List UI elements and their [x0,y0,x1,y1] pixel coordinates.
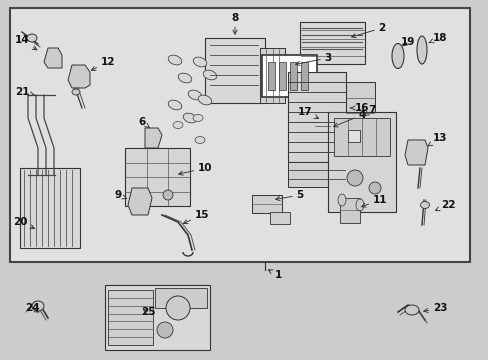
Ellipse shape [203,70,216,80]
Text: 19: 19 [400,37,414,47]
Bar [108,290,153,345]
Ellipse shape [178,73,191,83]
Text: 18: 18 [428,33,447,43]
Text: 8: 8 [231,13,238,34]
Bar [287,162,346,187]
Circle shape [157,322,173,338]
Ellipse shape [32,301,44,311]
Ellipse shape [420,202,428,208]
Ellipse shape [355,199,363,211]
Ellipse shape [173,122,183,129]
Ellipse shape [27,34,37,42]
Text: 7: 7 [364,105,375,116]
Bar [345,82,374,144]
Bar [347,130,359,142]
Bar [260,48,285,103]
Text: 9: 9 [114,190,126,200]
Bar [155,288,206,308]
Circle shape [368,182,380,194]
Bar [105,285,209,350]
Ellipse shape [72,89,80,95]
Text: 11: 11 [361,195,386,207]
Bar [269,212,289,224]
Text: 13: 13 [427,133,447,146]
Bar [301,62,307,90]
Text: 17: 17 [297,107,318,118]
Ellipse shape [183,113,196,123]
Bar [287,72,346,162]
Polygon shape [44,48,62,68]
Ellipse shape [193,57,206,67]
Text: 10: 10 [178,163,212,175]
Text: 16: 16 [350,103,368,113]
Bar [299,22,364,64]
Ellipse shape [391,44,403,68]
Text: 1: 1 [268,270,281,280]
Text: 4: 4 [333,110,365,127]
Text: 23: 23 [423,303,447,313]
Bar [314,100,329,152]
Text: 5: 5 [275,190,303,201]
Text: 20: 20 [13,217,35,229]
Text: 12: 12 [91,57,115,70]
Ellipse shape [337,194,346,206]
Text: 25: 25 [141,307,155,317]
Polygon shape [145,128,162,148]
Bar [327,112,395,212]
Ellipse shape [195,136,204,144]
Ellipse shape [404,305,418,315]
Text: 3: 3 [295,53,331,66]
Ellipse shape [198,95,211,105]
Bar [333,118,389,156]
Ellipse shape [416,36,426,64]
Ellipse shape [188,90,202,100]
Polygon shape [68,65,90,88]
Bar [204,38,264,103]
Text: 15: 15 [183,210,209,224]
Circle shape [346,170,362,186]
Ellipse shape [168,100,182,110]
Bar [279,62,285,90]
Text: 14: 14 [15,35,37,50]
Text: 22: 22 [435,200,454,211]
Circle shape [165,296,190,320]
Bar [20,168,80,248]
Ellipse shape [168,55,182,65]
Bar [251,195,282,213]
Circle shape [163,190,173,200]
Bar [262,55,316,97]
Ellipse shape [193,114,203,122]
Text: 21: 21 [15,87,34,97]
Bar [125,148,190,206]
Text: 6: 6 [138,117,149,128]
Polygon shape [404,140,427,165]
Bar [267,62,274,90]
Bar [10,8,469,262]
Text: 2: 2 [351,23,385,38]
Bar [289,62,296,90]
Bar [339,198,359,223]
Text: 24: 24 [24,303,39,313]
Polygon shape [128,188,152,215]
